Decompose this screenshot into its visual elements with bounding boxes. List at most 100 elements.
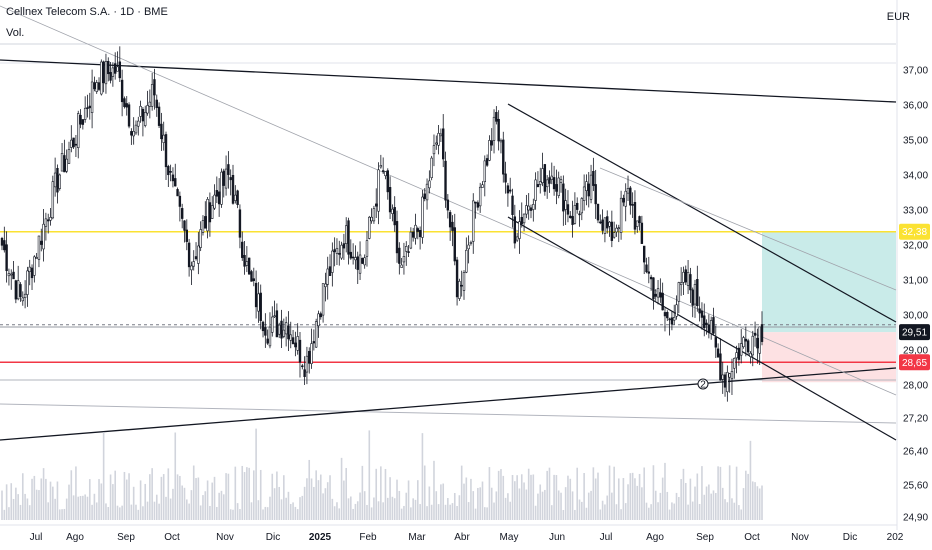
volume-bar [56,481,59,520]
candle-body [700,310,704,318]
volume-bar [426,506,428,520]
volume-bar [555,475,558,520]
volume-bar [5,484,8,520]
volume-bar [155,494,158,520]
volume-bar [79,495,82,520]
candle-body [100,61,103,95]
candle-body [661,292,664,311]
volume-bar [576,467,578,520]
volume-bar [112,484,114,520]
candle-body [70,139,73,148]
candle-body [511,195,514,215]
volume-bar [597,472,599,520]
candle-body [192,261,195,267]
volume-bar [95,502,98,520]
volume-bar [680,479,682,520]
symbol-title[interactable]: Cellnex Telecom S.A. · 1D · BME [6,6,168,18]
volume-bar [509,501,512,520]
x-tick-label: Sep [696,532,714,543]
candle-body [472,200,475,242]
volume-bar [546,470,548,520]
price-tag-label: 32,38 [902,227,927,238]
x-tick-label: Dic [843,532,857,543]
candle-body [737,347,741,360]
volume-bar [280,499,283,520]
candle-body [730,371,734,379]
candle-body [587,183,590,197]
volume-bar [144,483,147,520]
candle-body [758,326,761,354]
candle-body [144,112,147,126]
candle-body [107,60,110,75]
candle-body [458,280,461,299]
volume-bar [123,471,126,520]
candle-body [418,230,422,238]
volume-bar [428,486,431,520]
candle-body [335,247,339,254]
volume-bar [93,493,96,520]
candle-body [153,79,156,96]
candle-body [402,256,406,263]
time-axis[interactable]: Jul Ago Sep Oct Nov Dic 2025 Feb Mar Abr May Jun Jul… [0,524,904,543]
volume-bar [91,504,93,520]
candle-body [40,240,43,245]
candle-body [132,131,135,137]
volume-bar [296,509,299,520]
candle-body [432,145,436,155]
volume-bar [758,488,761,520]
candle-body [365,240,369,257]
candle-body [215,190,219,197]
candle-body [294,342,297,348]
volume-bar [657,502,659,520]
volume-bar [176,474,179,520]
volume-bar [149,474,151,520]
candle-body [3,240,6,251]
volume-bar [396,479,398,520]
candle-body [744,338,748,342]
y-tick-label: 31,00 [903,276,928,287]
candle-body [446,199,450,211]
candle-body [541,168,544,183]
candle-body [534,179,537,201]
candle-body [437,132,440,146]
volume-bar [86,496,89,520]
volume-bar [324,488,327,520]
candle-body [652,277,655,300]
candle-body [619,197,623,233]
volume-bar [437,504,440,520]
candle-body [548,177,551,184]
volume-bar [719,466,722,520]
price-axis[interactable]: 37,00 36,00 35,00 34,00 33,00 32,00 31,00 30,00… [896,0,928,530]
candle-body [481,184,484,188]
candle-body [677,282,681,302]
volume-bar [631,472,634,520]
candle-body [545,179,549,188]
volume-bar [617,478,620,520]
volume-bar [682,468,685,520]
candle-body [310,343,313,364]
currency-label[interactable]: EUR [886,11,910,23]
target-zone [762,231,896,333]
candle-body [721,374,724,380]
volume-bar [287,491,290,520]
candle-body [638,216,641,224]
trend-line [0,367,897,441]
candle-body [116,66,119,72]
volume-bar [35,489,38,520]
candle-body [398,247,401,264]
candle-body [104,61,108,85]
volume-bar [419,504,421,520]
candle-body [349,251,353,259]
volume-bar [26,498,29,520]
candle-body [391,208,394,214]
candle-body [668,318,671,321]
candle-body [259,292,262,321]
candle-body [502,139,505,175]
candle-body [266,338,269,344]
y-tick-label: 24,90 [903,513,928,524]
candle-body [589,174,593,200]
candle-body [610,221,614,241]
candle-body [749,352,752,357]
volume-bar [449,504,451,520]
